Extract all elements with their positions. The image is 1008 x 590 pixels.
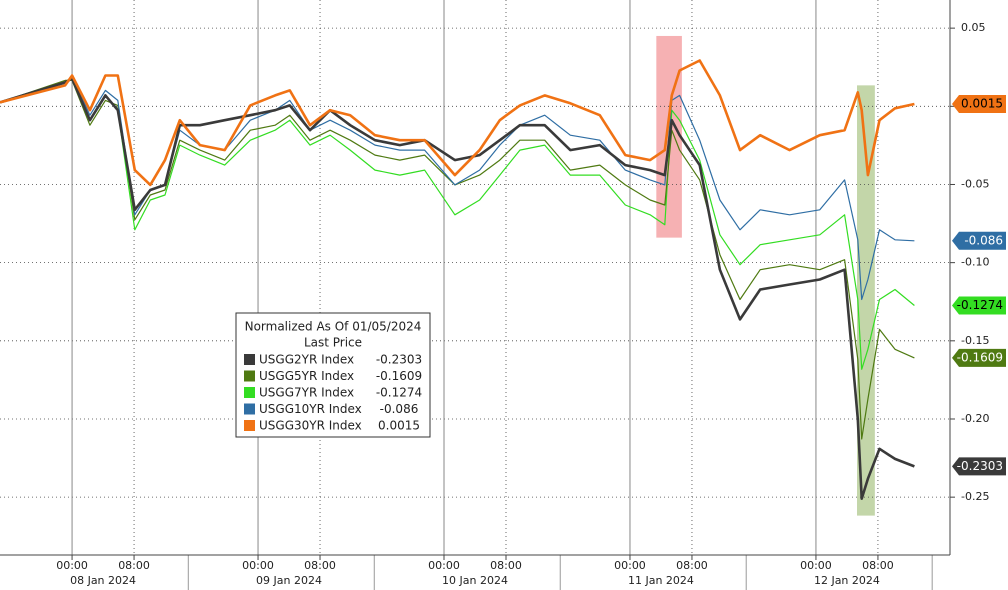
legend-swatch (244, 403, 255, 415)
y-tick-label: -0.25 (961, 490, 989, 503)
legend-swatch (244, 387, 255, 398)
highlight-band (857, 85, 875, 516)
x-tick-label: 08:00 (304, 559, 336, 572)
legend-label: USGG30YR Index (259, 419, 362, 433)
x-tick-label: 00:00 (614, 559, 646, 572)
legend-value: 0.0015 (378, 419, 420, 433)
last-value-label: -0.086 (964, 233, 1003, 247)
legend-value: -0.1274 (376, 386, 422, 400)
x-date-label: 11 Jan 2024 (628, 574, 694, 587)
legend-label: USGG2YR Index (259, 353, 354, 367)
last-value-label: 0.0015 (961, 96, 1003, 110)
last-value-tag (952, 231, 1006, 250)
x-tick-label: 08:00 (490, 559, 522, 572)
legend-box (235, 312, 431, 438)
legend-value: -0.1609 (376, 369, 422, 383)
last-value-label: -0.1609 (957, 350, 1003, 364)
x-tick-label: 08:00 (118, 559, 150, 572)
series-line (0, 59, 915, 187)
x-date-label: 12 Jan 2024 (814, 574, 880, 587)
last-value-label: -0.2303 (957, 459, 1003, 473)
legend-swatch (244, 354, 255, 365)
x-date-label: 08 Jan 2024 (70, 574, 136, 587)
x-tick-label: 00:00 (800, 559, 832, 572)
y-tick-label: -0.10 (961, 256, 989, 269)
legend-value: -0.2303 (376, 353, 422, 367)
last-value-tag (952, 457, 1006, 476)
x-tick-label: 00:00 (56, 559, 88, 572)
legend-label: USGG10YR Index (259, 402, 362, 416)
x-tick-label: 00:00 (242, 559, 274, 572)
series-line (0, 77, 915, 500)
x-tick-label: 08:00 (676, 559, 708, 572)
legend-label: USGG5YR Index (259, 369, 354, 383)
y-tick-label: -0.05 (961, 177, 989, 190)
x-date-label: 10 Jan 2024 (442, 574, 508, 587)
x-tick-label: 08:00 (862, 559, 894, 572)
last-value-tag (952, 94, 1006, 113)
series-line (0, 75, 915, 301)
y-tick-label: -0.15 (961, 334, 989, 347)
series-line (0, 77, 915, 370)
y-tick-label: 0.05 (961, 21, 986, 34)
legend-label: USGG7YR Index (259, 386, 354, 400)
last-value-tag (952, 348, 1006, 367)
series-line (0, 79, 915, 440)
legend-title: Normalized As Of 01/05/2024 (245, 320, 422, 334)
legend-subtitle: Last Price (304, 336, 362, 350)
legend-swatch (244, 420, 255, 431)
x-tick-label: 00:00 (428, 559, 460, 572)
last-value-label: -0.1274 (957, 298, 1003, 312)
legend-swatch (244, 370, 255, 382)
last-value-tag (952, 296, 1006, 315)
legend-value: -0.086 (380, 402, 419, 416)
y-tick-label: -0.20 (961, 412, 989, 425)
x-date-label: 09 Jan 2024 (256, 574, 322, 587)
